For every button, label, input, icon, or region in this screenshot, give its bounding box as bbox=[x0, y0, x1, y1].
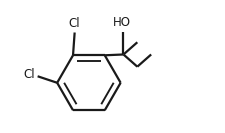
Text: HO: HO bbox=[113, 16, 131, 29]
Text: Cl: Cl bbox=[24, 68, 35, 81]
Text: Cl: Cl bbox=[69, 17, 81, 30]
